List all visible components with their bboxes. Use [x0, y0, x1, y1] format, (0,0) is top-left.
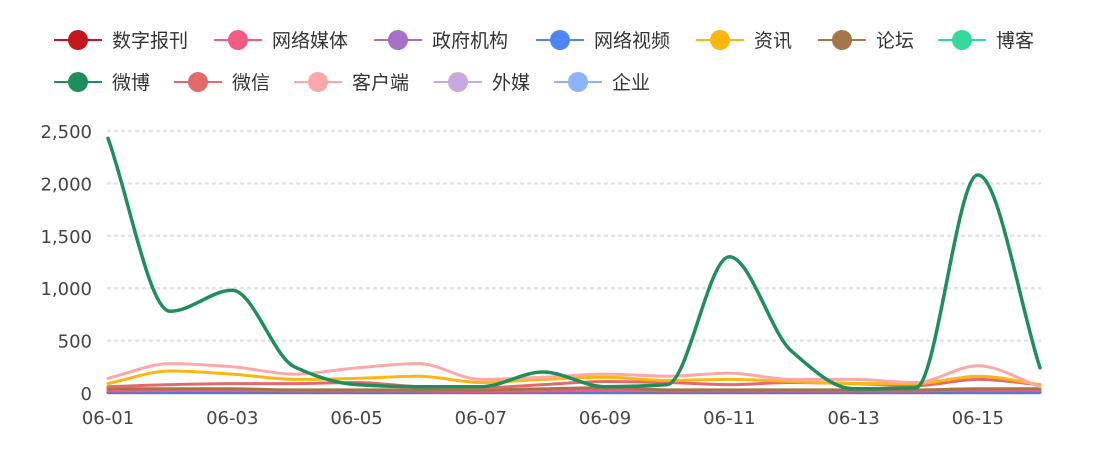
y-tick-label: 1,000: [40, 279, 92, 300]
y-tick-label: 2,000: [40, 174, 92, 195]
x-tick-label: 06-03: [206, 408, 258, 429]
legend-label: 客户端: [352, 72, 409, 94]
legend-label: 企业: [612, 72, 650, 94]
legend-dot-marker: [388, 30, 408, 50]
legend-item[interactable]: 企业: [554, 72, 650, 94]
legend-item[interactable]: 博客: [938, 30, 1034, 52]
legend-label: 外媒: [492, 72, 530, 94]
legend-dot-marker: [568, 72, 588, 92]
grid-lines: [106, 129, 1042, 342]
legend-dot-marker: [952, 30, 972, 50]
y-tick-label: 2,500: [40, 122, 92, 143]
legend-label: 网络视频: [594, 30, 670, 52]
legend-item[interactable]: 政府机构: [374, 30, 508, 52]
x-tick-label: 06-15: [952, 408, 1004, 429]
y-tick-label: 500: [58, 332, 92, 353]
y-tick-label: 0: [81, 384, 92, 405]
legend-label: 微信: [232, 72, 270, 94]
legend-dot-marker: [188, 72, 208, 92]
series-line: [106, 362, 1042, 389]
x-tick-label: 06-13: [827, 408, 879, 429]
legend-label: 资讯: [754, 30, 792, 52]
legend-item[interactable]: 客户端: [294, 72, 409, 94]
legend-dot-marker: [68, 72, 88, 92]
x-tick-label: 06-07: [455, 408, 507, 429]
legend-dot-marker: [448, 72, 468, 92]
legend-label: 论坛: [876, 30, 914, 52]
legend-label: 网络媒体: [272, 30, 348, 52]
y-axis: 0 500 1,000 1,500 2,000 2,500: [40, 122, 92, 405]
legend-item[interactable]: 网络媒体: [214, 30, 348, 52]
series-lines: [106, 136, 1042, 395]
legend-label: 政府机构: [432, 30, 508, 52]
legend-item[interactable]: 外媒: [434, 72, 530, 94]
legend-dot-marker: [550, 30, 570, 50]
legend-label: 数字报刊: [112, 30, 188, 52]
x-tick-label: 06-11: [703, 408, 755, 429]
legend-dot-marker: [228, 30, 248, 50]
legend-item[interactable]: 微信: [174, 72, 270, 94]
x-axis: 06-01 06-03 06-05 06-07 06-09 06-11 06-13 06-15: [82, 393, 1040, 429]
legend-item[interactable]: 论坛: [818, 30, 914, 52]
legend-item[interactable]: 微博: [54, 72, 150, 94]
x-tick-label: 06-01: [82, 408, 134, 429]
legend-item[interactable]: 网络视频: [536, 30, 670, 52]
legend-item[interactable]: 数字报刊: [54, 30, 188, 52]
x-tick-label: 06-05: [330, 408, 382, 429]
y-tick-label: 1,500: [40, 227, 92, 248]
series-line: [106, 136, 1042, 391]
legend-dot-marker: [68, 30, 88, 50]
x-tick-label: 06-09: [579, 408, 631, 429]
legend-dot-marker: [308, 72, 328, 92]
legend-dot-marker: [710, 30, 730, 50]
legend-item[interactable]: 资讯: [696, 30, 792, 52]
legend-dot-marker: [832, 30, 852, 50]
legend-label: 博客: [996, 30, 1034, 52]
legend-label: 微博: [112, 72, 150, 94]
